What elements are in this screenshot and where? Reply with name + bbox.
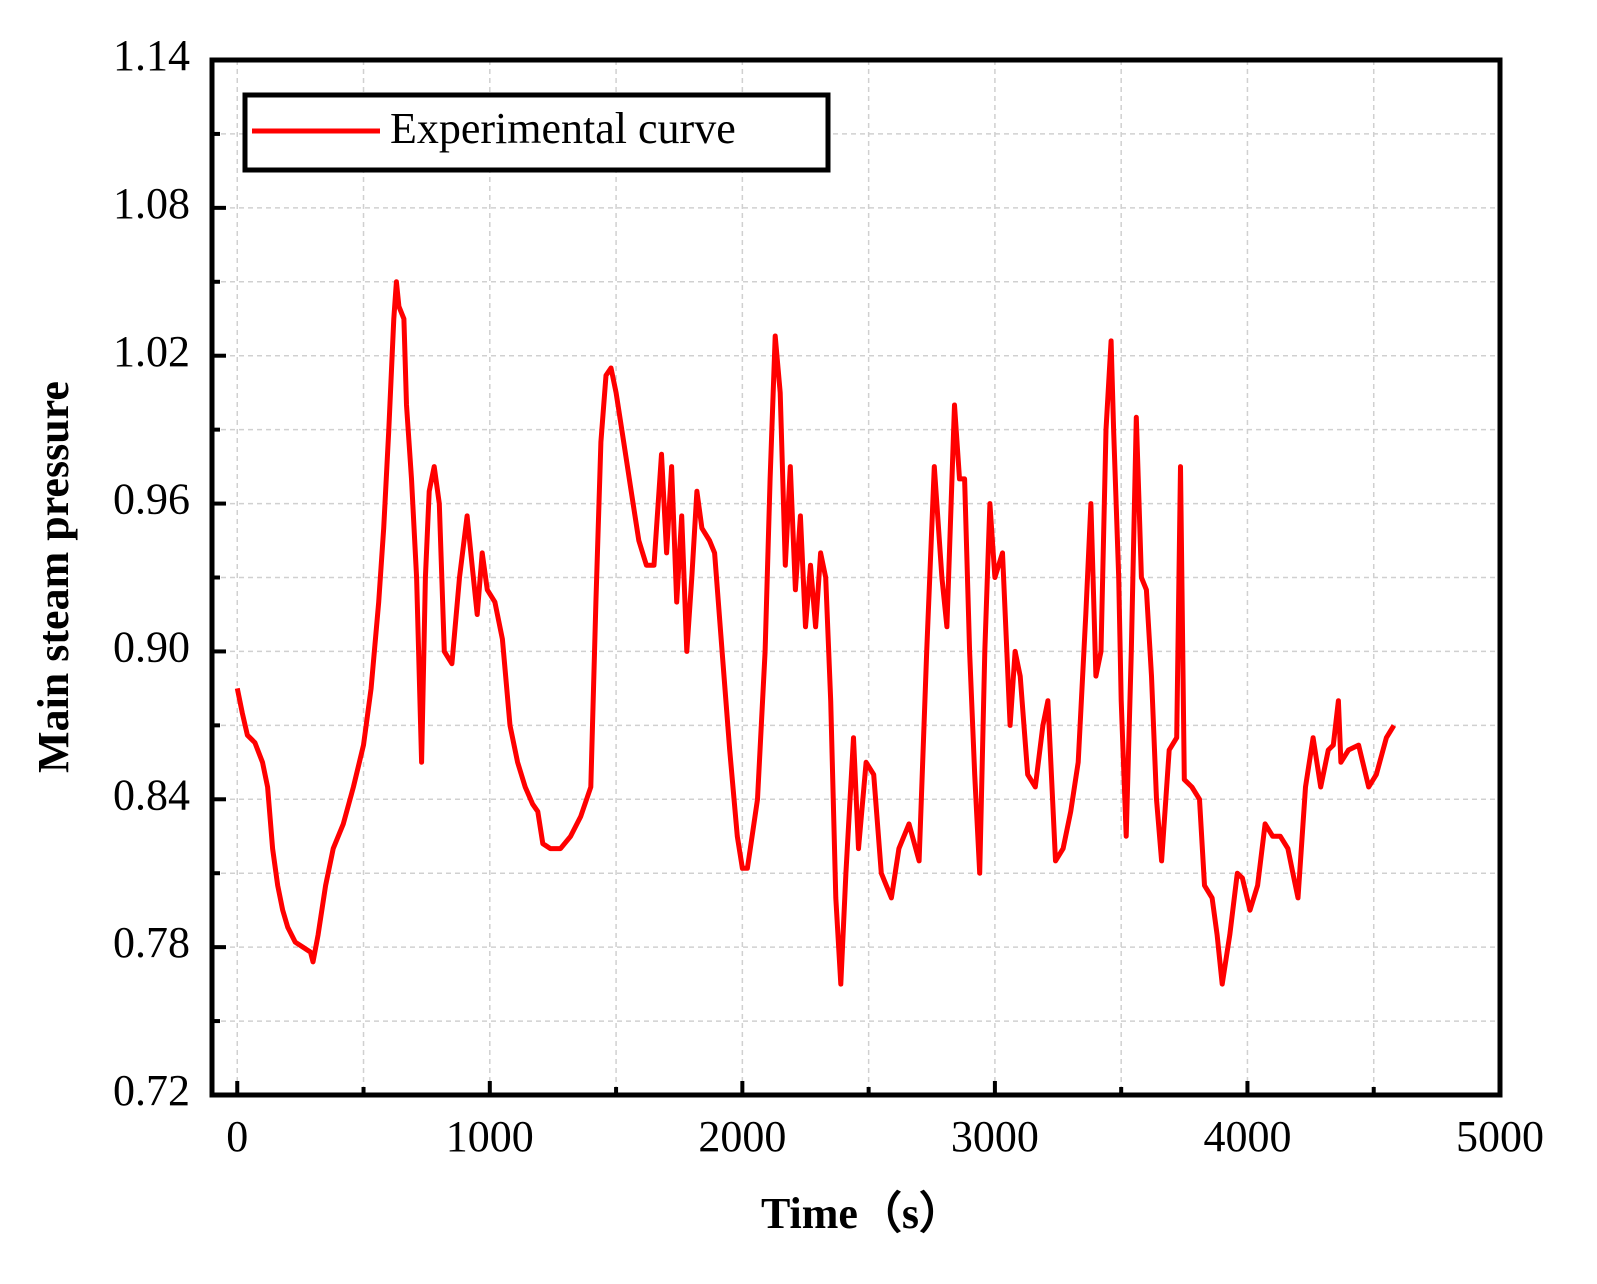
x-tick-label: 4000 bbox=[1203, 1112, 1291, 1161]
y-tick-label: 0.78 bbox=[113, 918, 190, 967]
y-tick-label: 0.84 bbox=[113, 770, 190, 819]
x-tick-label: 1000 bbox=[446, 1112, 534, 1161]
x-tick-label: 5000 bbox=[1456, 1112, 1544, 1161]
x-tick-label: 3000 bbox=[951, 1112, 1039, 1161]
y-tick-label: 1.14 bbox=[113, 31, 190, 80]
y-tick-label: 0.72 bbox=[113, 1066, 190, 1115]
y-tick-label: 1.08 bbox=[113, 179, 190, 228]
plot-frame bbox=[209, 57, 1503, 1098]
legend-label: Experimental curve bbox=[390, 104, 736, 153]
y-tick-label: 1.02 bbox=[113, 327, 190, 376]
y-tick-label: 0.90 bbox=[113, 623, 190, 672]
x-axis-title: Time（s） bbox=[761, 1189, 963, 1238]
y-tick-label: 0.96 bbox=[113, 475, 190, 524]
x-tick-label: 0 bbox=[226, 1112, 248, 1161]
data-line bbox=[234, 279, 1397, 987]
y-axis-title: Main steam pressure bbox=[29, 381, 78, 773]
x-tick-label: 2000 bbox=[698, 1112, 786, 1161]
